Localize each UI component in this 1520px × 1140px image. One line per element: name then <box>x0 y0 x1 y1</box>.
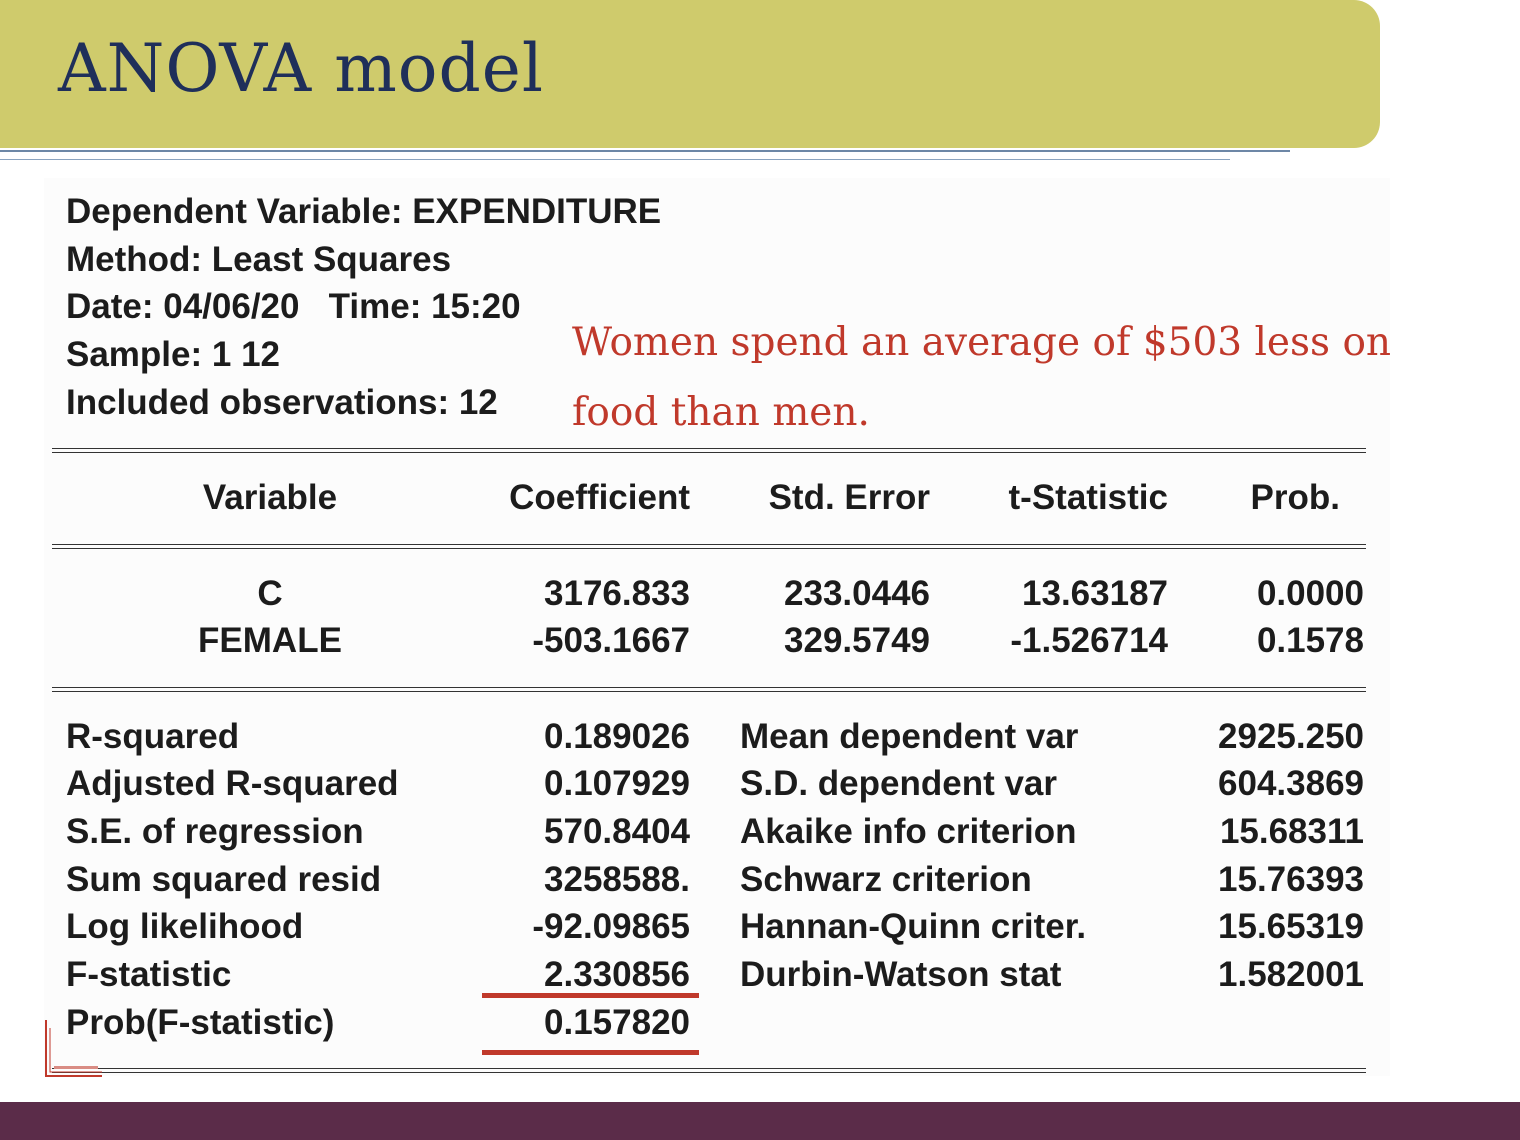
row-female-t-statistic: -1.526714 <box>1010 621 1168 660</box>
stat-value-log-likelihood: -92.09865 <box>532 907 690 946</box>
title-rule-secondary <box>0 159 1230 160</box>
stat-label-se-of-regression: S.E. of regression <box>66 812 364 851</box>
stat-label-sd-dependent-var: S.D. dependent var <box>740 764 1058 803</box>
table-top-rule <box>52 448 1366 453</box>
row-c-coefficient: 3176.833 <box>544 574 690 613</box>
header-sample: Sample: 1 12 <box>66 335 280 374</box>
stat-label-f-statistic: F-statistic <box>66 955 232 994</box>
annotation-line-1: Women spend an average of $503 less on <box>572 320 1392 365</box>
stat-value-adjusted-r-squared: 0.107929 <box>544 764 690 803</box>
stat-value-hannan-quinn: 15.65319 <box>1218 907 1364 946</box>
highlight-underline-f-statistic <box>482 993 699 998</box>
table-bottom-rule <box>52 1068 1366 1073</box>
row-female-coefficient: -503.1667 <box>532 621 690 660</box>
row-female-variable: FEMALE <box>198 621 342 660</box>
stat-value-f-statistic: 2.330856 <box>544 955 690 994</box>
column-header-variable: Variable <box>202 478 338 517</box>
stat-value-prob-f-statistic: 0.157820 <box>544 1003 690 1042</box>
stat-value-sum-squared-resid: 3258588. <box>544 860 690 899</box>
stat-label-hannan-quinn: Hannan-Quinn criter. <box>740 907 1087 946</box>
stat-label-prob-f-statistic: Prob(F-statistic) <box>66 1003 335 1042</box>
table-stats-rule <box>52 687 1366 692</box>
regression-output-panel <box>44 178 1390 1076</box>
stat-label-mean-dependent-var: Mean dependent var <box>740 717 1079 756</box>
row-c-t-statistic: 13.63187 <box>1022 574 1168 613</box>
stat-label-sum-squared-resid: Sum squared resid <box>66 860 382 899</box>
row-female-std-error: 329.5749 <box>784 621 930 660</box>
stat-label-schwarz: Schwarz criterion <box>740 860 1032 899</box>
stat-value-mean-dependent-var: 2925.250 <box>1218 717 1364 756</box>
row-female-prob: 0.1578 <box>1256 621 1364 660</box>
row-c-variable: C <box>257 574 283 613</box>
column-header-std-error: Std. Error <box>768 478 930 517</box>
header-observations: Included observations: 12 <box>66 383 498 422</box>
title-rule <box>0 150 1290 152</box>
header-dependent-variable: Dependent Variable: EXPENDITURE <box>66 192 662 231</box>
stat-value-schwarz: 15.76393 <box>1218 860 1364 899</box>
footer-bar <box>0 1102 1520 1140</box>
table-header-rule <box>52 544 1366 549</box>
column-header-t-statistic: t-Statistic <box>1008 478 1168 517</box>
row-c-prob: 0.0000 <box>1256 574 1364 613</box>
row-c-std-error: 233.0446 <box>784 574 930 613</box>
stat-value-se-of-regression: 570.8404 <box>544 812 690 851</box>
stat-label-durbin-watson: Durbin-Watson stat <box>740 955 1062 994</box>
highlight-underline-prob-f <box>482 1050 699 1055</box>
stat-value-durbin-watson: 1.582001 <box>1218 955 1364 994</box>
stat-value-sd-dependent-var: 604.3869 <box>1218 764 1364 803</box>
stat-label-log-likelihood: Log likelihood <box>66 907 304 946</box>
header-date-time: Date: 04/06/20 Time: 15:20 <box>66 287 521 326</box>
stat-label-r-squared: R-squared <box>66 717 240 756</box>
title-bar: ANOVA model <box>0 0 1380 148</box>
stat-value-r-squared: 0.189026 <box>544 717 690 756</box>
column-header-prob: Prob. <box>1250 478 1340 517</box>
slide-title: ANOVA model <box>58 30 544 107</box>
stat-value-akaike: 15.68311 <box>1219 812 1364 851</box>
stat-label-adjusted-r-squared: Adjusted R-squared <box>66 764 399 803</box>
corner-logo-icon <box>45 1020 102 1077</box>
annotation-line-2: food than men. <box>572 390 870 435</box>
header-method: Method: Least Squares <box>66 240 452 279</box>
stat-label-akaike: Akaike info criterion <box>740 812 1077 851</box>
column-header-coefficient: Coefficient <box>509 478 690 517</box>
